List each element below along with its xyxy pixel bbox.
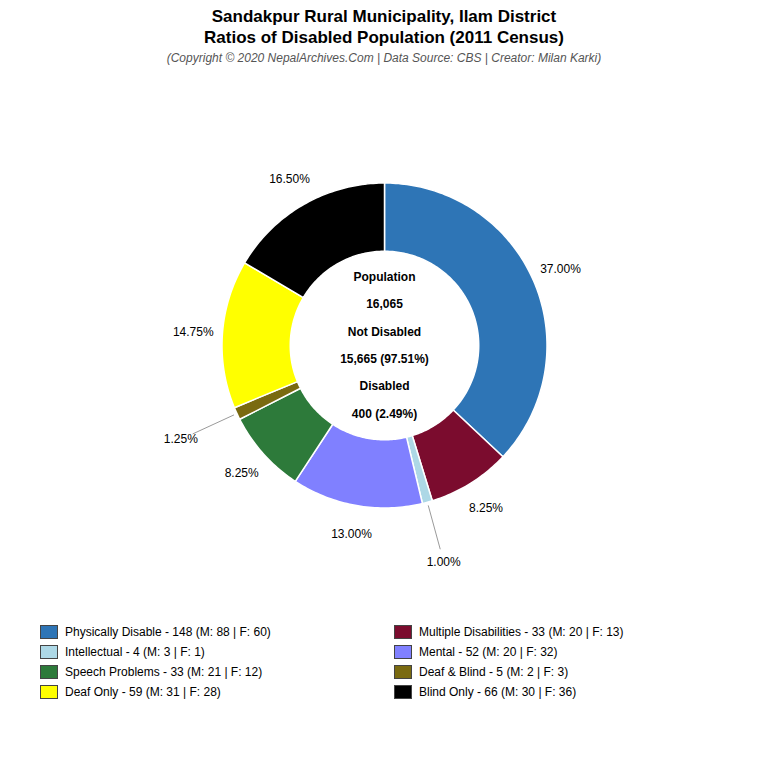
html-text:Mental - 52 (M: 20 | F: 32): Mental - 52 (M: 20 | F: 32)	[419, 645, 558, 659]
svg-text:Population: Population	[354, 270, 416, 284]
html-text:Sandakpur Rural Municipality,: Sandakpur Rural Municipality, Ilam Distr…	[204, 7, 564, 47]
svg-text:1.00%: 1.00%	[427, 555, 461, 569]
svg-text:400 (2.49%): 400 (2.49%)	[352, 407, 417, 421]
svg-text:37.00%: 37.00%	[540, 262, 581, 276]
svg-text:16,065: 16,065	[366, 297, 403, 311]
html-text:Deaf & Blind - 5 (M: 2 | F: 3): Deaf & Blind - 5 (M: 2 | F: 3)	[419, 665, 569, 679]
html-text:Intellectual - 4 (M: 3 | F: 1): Intellectual - 4 (M: 3 | F: 1)	[65, 645, 205, 659]
html-text:Deaf Only - 59 (M: 31 | F: 28): Deaf Only - 59 (M: 31 | F: 28)	[65, 685, 221, 699]
svg-text:15,665 (97.51%): 15,665 (97.51%)	[340, 352, 429, 366]
html-text:Physically Disable - 148 (M: 8: Physically Disable - 148 (M: 88 | F: 60)	[65, 625, 271, 639]
svg-text:Disabled: Disabled	[359, 379, 409, 393]
svg-text:13.00%: 13.00%	[331, 527, 372, 541]
svg-text:8.25%: 8.25%	[225, 466, 259, 480]
svg-text:8.25%: 8.25%	[469, 501, 503, 515]
html-text:Multiple Disabilities - 33 (M:: Multiple Disabilities - 33 (M: 20 | F: 1…	[419, 625, 624, 639]
html-text:Speech Problems - 33 (M: 21 |: Speech Problems - 33 (M: 21 | F: 12)	[65, 665, 263, 679]
html-text:(Copyright © 2020 NepalArchive: (Copyright © 2020 NepalArchives.Com | Da…	[166, 51, 602, 65]
svg-text:16.50%: 16.50%	[269, 172, 310, 186]
svg-text:Not Disabled: Not Disabled	[348, 325, 421, 339]
svg-text:14.75%: 14.75%	[173, 325, 214, 339]
svg-text:1.25%: 1.25%	[164, 432, 198, 446]
html-text:Blind Only - 66 (M: 30 | F: 36: Blind Only - 66 (M: 30 | F: 36)	[419, 685, 577, 699]
